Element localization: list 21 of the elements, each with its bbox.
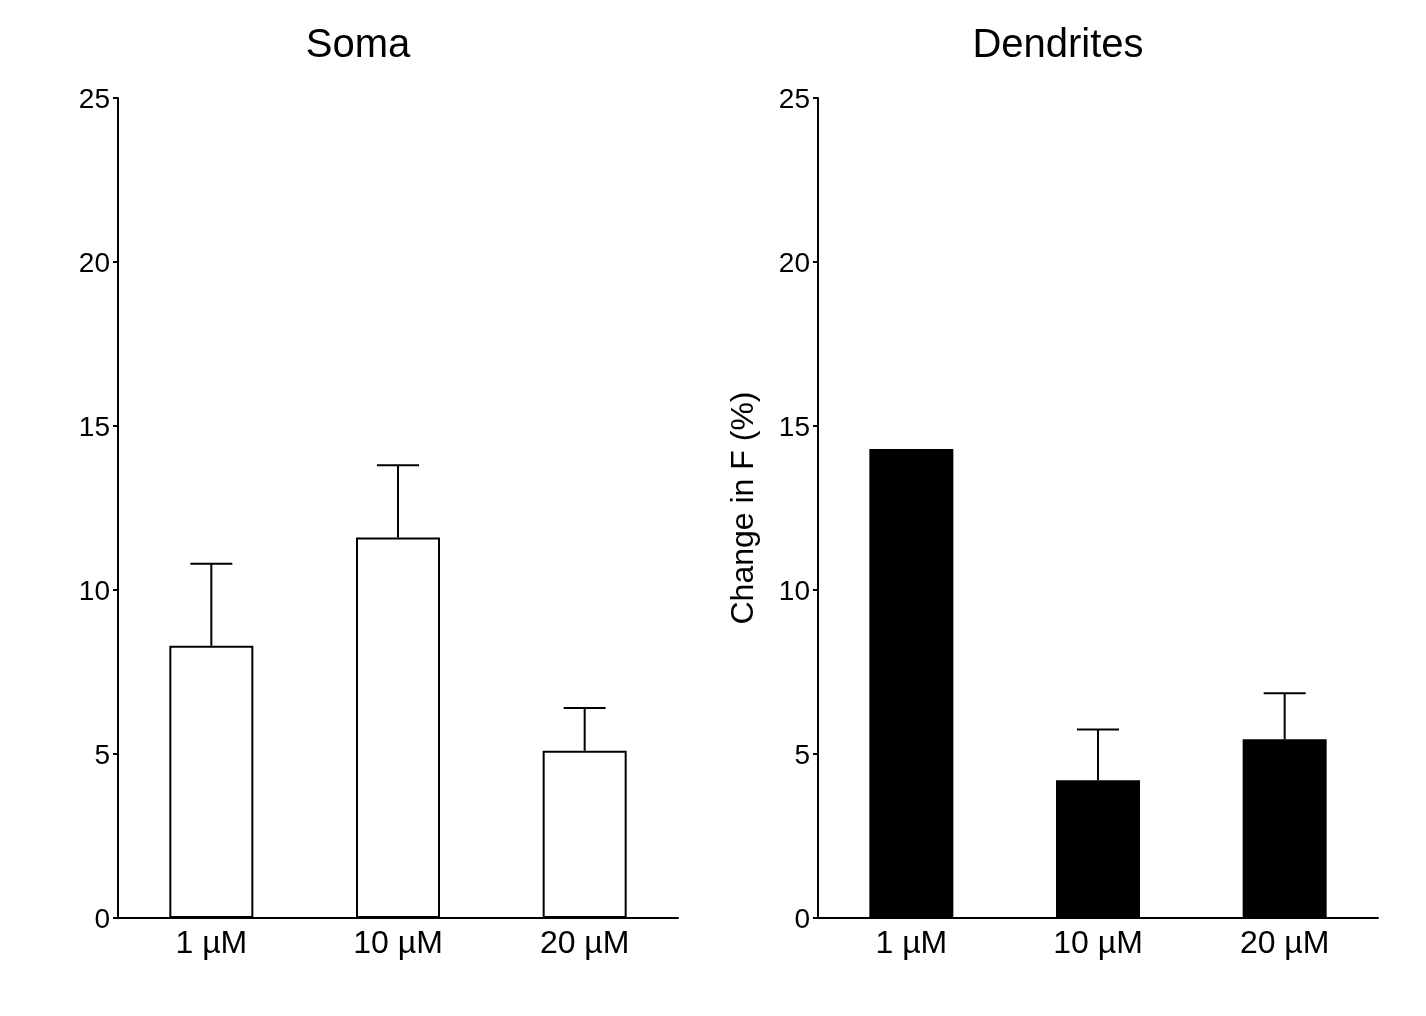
y-tick-label: 10 — [778, 574, 810, 606]
x-tick-label: 1 µM — [175, 924, 248, 960]
y-tick-label: 15 — [778, 410, 810, 442]
y-tick-label: 5 — [794, 738, 810, 770]
x-tick-label: 1 µM — [875, 924, 948, 960]
chart-title: Soma — [305, 21, 411, 65]
y-tick-label: 10 — [78, 574, 110, 606]
y-tick-label: 0 — [794, 902, 810, 934]
y-tick-label: 15 — [78, 410, 110, 442]
x-tick-label: 10 µM — [353, 924, 443, 960]
x-tick-label: 20 µM — [1239, 924, 1330, 960]
chart-title: Dendrites — [972, 21, 1144, 65]
y-tick-label: 20 — [778, 246, 810, 278]
y-tick-label: 0 — [94, 902, 110, 934]
y-tick-label: 5 — [94, 738, 110, 770]
x-tick-label: 10 µM — [1053, 924, 1143, 960]
y-axis-title: Change in F (%) — [724, 391, 760, 625]
x-tick-label: 20 µM — [539, 924, 630, 960]
y-tick-label: 20 — [78, 246, 110, 278]
y-tick-label: 25 — [778, 82, 810, 114]
y-tick-label: 25 — [78, 82, 110, 114]
